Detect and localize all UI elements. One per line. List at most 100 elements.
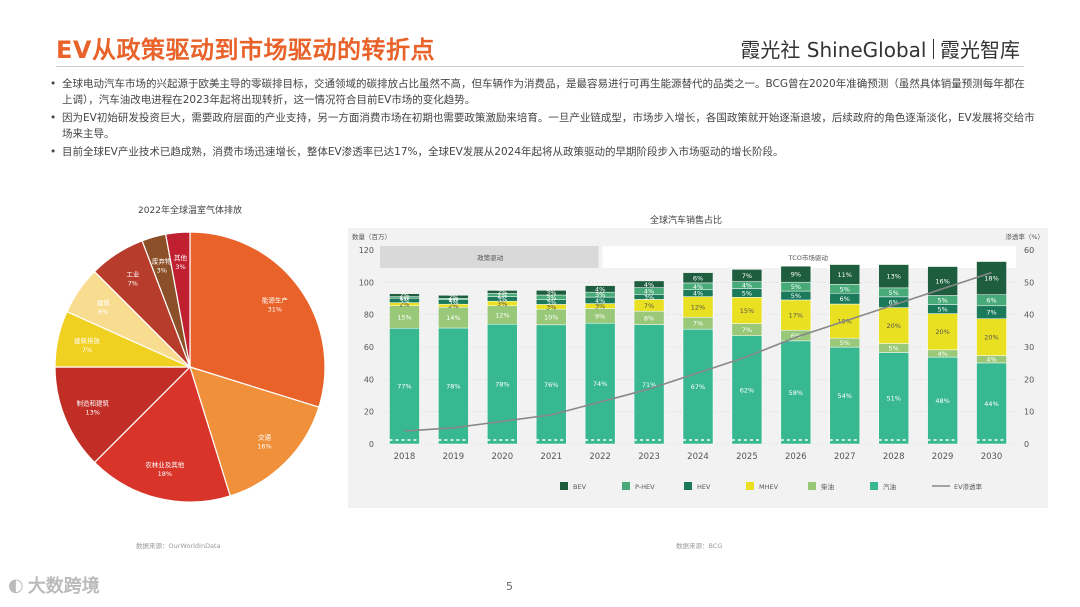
bar-segment-label: 5% [840, 339, 850, 347]
pie-slice-value: 7% [82, 346, 92, 354]
bar-segment [584, 285, 616, 293]
bar-segment-label: 3% [497, 300, 507, 308]
bar-segment-label: 3% [399, 297, 409, 305]
y2-tick-label: 60 [1024, 246, 1034, 255]
bar-segment-label: 3% [595, 291, 605, 299]
pie-source: 数据来源：OurWorldInData [136, 542, 221, 550]
right-axis-label: 渗透率（%） [1005, 232, 1044, 241]
y2-tick-label: 0 [1024, 440, 1029, 449]
bar-segment [633, 280, 665, 288]
bar-segment-label: 7% [742, 326, 752, 334]
x-tick-label: 2024 [687, 452, 709, 462]
bar-segment-label: 16% [935, 278, 949, 286]
brand-subname: 霞光智库 [940, 38, 1020, 62]
bar-segment [731, 335, 763, 445]
pie-slice [93, 365, 231, 503]
legend-label: EV渗透率 [954, 482, 983, 491]
phase-policy-label: 政策驱动 [477, 253, 504, 262]
pie-slice-value: 13% [85, 408, 99, 416]
bar-segment-label: 18% [984, 275, 998, 283]
bar-segment-label: 4% [742, 282, 752, 290]
bar-segment [682, 328, 714, 445]
pie-slice-label: 废弃物 [152, 257, 172, 266]
x-tick-label: 2028 [883, 452, 905, 462]
bar-segment-label: 8% [644, 314, 654, 322]
bar-segment-label: 2% [497, 292, 507, 300]
pie-slice-value: 16% [257, 442, 271, 450]
bar-segment [731, 269, 763, 282]
bar-segment-label: 67% [691, 383, 705, 391]
brand-divider [932, 38, 934, 59]
bar-segment [780, 299, 812, 331]
bar-segment [829, 264, 861, 285]
pie-slice-label: 能源生产 [262, 296, 289, 305]
legend-label: BEV [573, 483, 587, 491]
bar-segment [584, 322, 616, 445]
bar-segment [487, 323, 518, 445]
bar-segment-label: 9% [595, 312, 605, 320]
bar-segment-label: 7% [986, 309, 996, 317]
bar-segment-label: 44% [984, 400, 998, 408]
phase-market-band [602, 246, 1016, 268]
legend-swatch [870, 482, 878, 490]
bar-segment-label: 20% [935, 328, 949, 336]
bar-segment-label: 2% [448, 293, 458, 301]
bar-segment [389, 327, 420, 445]
pie-slice-value: 7% [128, 280, 138, 288]
bar-segment-label: 1% [399, 294, 409, 302]
bar-segment-label: 20% [984, 334, 998, 342]
brand-logo: 霞光社 ShineGlobal 霞光智库 [740, 34, 1020, 63]
x-tick-label: 2029 [932, 452, 954, 462]
bar-segment-label: 10% [544, 313, 558, 321]
ev-penetration-line [404, 271, 992, 432]
bar-segment-label: 2% [448, 302, 458, 310]
bar-segment [633, 324, 665, 445]
phase-market-label: TCO市场驱动 [788, 253, 829, 262]
bar-segment-label: 11% [838, 271, 852, 279]
bar-segment [535, 290, 567, 296]
legend-label: MHEV [759, 483, 779, 491]
bar-segment-label: 2% [399, 292, 409, 300]
bar-segment-label: 78% [495, 381, 509, 389]
bar-segment [927, 356, 958, 445]
y-tick-label: 0 [369, 440, 374, 449]
pie-slice [189, 231, 326, 408]
x-tick-label: 2030 [981, 452, 1003, 462]
legend-swatch [560, 482, 568, 490]
x-tick-label: 2023 [638, 452, 660, 462]
y2-tick-label: 40 [1024, 311, 1034, 320]
bar-segment [487, 290, 518, 294]
pie-slice-label: 交通 [258, 432, 272, 441]
page-number: 5 [506, 580, 513, 593]
bar-segment-label: 71% [642, 381, 656, 389]
bar-segment [780, 340, 812, 445]
y2-tick-label: 10 [1024, 408, 1034, 417]
bar-segment-label: 7% [644, 302, 654, 310]
left-axis-label: 数量（百万） [352, 232, 391, 241]
legend-swatch [746, 482, 754, 490]
bar-chart-title: 全球汽车销售占比 [649, 216, 722, 226]
pie-slice-value: 18% [158, 470, 172, 478]
bar-segment-label: 5% [791, 292, 801, 300]
page-title: EV从政策驱动到市场驱动的转折点 [56, 36, 435, 64]
bar-segment-label: 2% [399, 301, 409, 309]
bar-segment [438, 295, 469, 299]
legend-label: HEV [697, 483, 711, 491]
x-tick-label: 2020 [491, 452, 513, 462]
bar-segment [878, 264, 909, 289]
bar-segment-label: 3% [546, 294, 556, 302]
watermark: ◐ 大数跨境 [8, 572, 100, 598]
header-divider [56, 66, 1024, 67]
bar-segment-label: 4% [693, 290, 703, 298]
bar-segment [682, 272, 714, 284]
bar-segment-label: 12% [495, 311, 509, 319]
x-tick-label: 2019 [443, 452, 465, 462]
bar-segment-label: 9% [791, 271, 801, 279]
bar-segment-label: 13% [886, 273, 900, 281]
bar-segment-label: 7% [742, 272, 752, 280]
bar-segment-label: 3% [448, 298, 458, 306]
bar-segment-label: 5% [889, 289, 899, 297]
pie-slice [54, 366, 192, 464]
bar-segment [389, 293, 420, 297]
bar-segment-label: 4% [986, 356, 996, 364]
